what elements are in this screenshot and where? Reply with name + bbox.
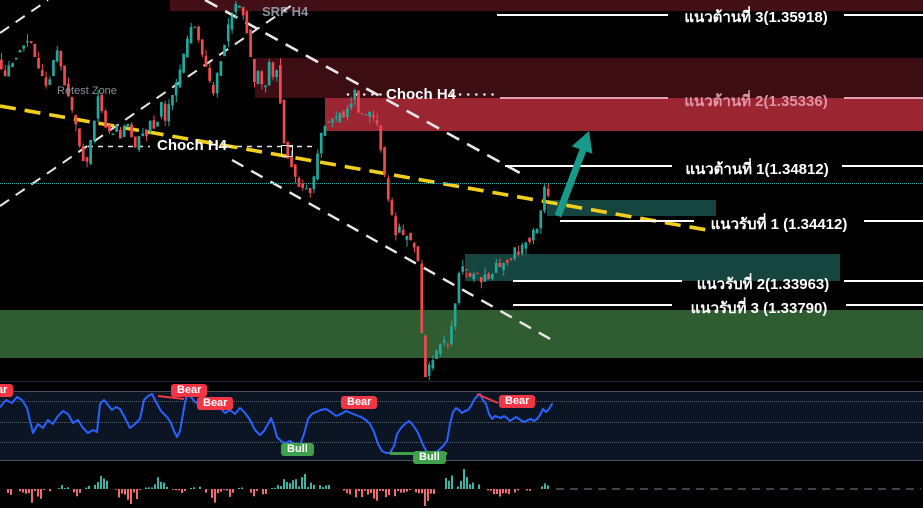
symbol-label: SRF H4 [262, 4, 309, 19]
signal-badge-bear: Bear [0, 384, 14, 397]
candlestick-series [0, 1, 550, 380]
level-label-s1[interactable]: แนวรับที่ 1 (1.34412) [710, 215, 848, 233]
level-line-s2-left[interactable] [513, 280, 682, 282]
divergence-line-1 [476, 393, 499, 404]
oscillator-gridline-2 [0, 442, 923, 443]
oscillator-panel-background [0, 391, 923, 460]
level-line-r1-right[interactable] [842, 165, 923, 167]
divergence-line-0 [157, 395, 185, 400]
signal-badge-bear: Bear [197, 397, 234, 410]
level-line-s3-right[interactable] [846, 304, 923, 306]
arrow-shaft[interactable] [554, 148, 587, 218]
oscillator-line [0, 393, 553, 456]
signal-badge-bear: Bear [171, 384, 208, 397]
oscillator-lower-band [0, 460, 923, 461]
level-label-s2[interactable]: แนวรับที่ 2(1.33963) [696, 275, 830, 293]
trendline-yellow-trendline[interactable] [0, 104, 708, 232]
level-line-s3-left[interactable] [513, 304, 672, 306]
retest-zone-label: Retest Zone [57, 85, 117, 97]
level-line-s1-left[interactable] [560, 220, 694, 222]
zone-resistance-2-lower [325, 98, 923, 131]
trendline-descending-channel-upper[interactable] [204, 0, 521, 175]
level-line-r2-right[interactable] [844, 97, 923, 99]
oscillator-upper-band [0, 391, 923, 392]
choch-label-left: Choch H4 [157, 137, 228, 154]
trendline-ascending-channel-main[interactable] [0, 2, 296, 207]
zone-support-zone-3 [0, 310, 923, 358]
signal-badge-bull: Bull [413, 451, 446, 464]
trendline-descending-channel-lower[interactable] [231, 158, 553, 342]
order-block-marker-box [281, 145, 293, 157]
level-line-r3-left[interactable] [497, 13, 668, 16]
level-label-r3[interactable]: แนวต้านที่ 3(1.35918) [684, 9, 828, 26]
dotted-teal-level-line [0, 183, 923, 184]
arrow-head[interactable] [571, 131, 593, 154]
signal-badge-bear: Bear [341, 396, 378, 409]
zone-resistance-2-upper [255, 58, 923, 98]
level-line-r3-right[interactable] [844, 13, 923, 16]
zone-support-zone-1 [547, 200, 716, 216]
signal-badge-bull: Bull [281, 443, 314, 456]
signal-badge-bear: Bear [499, 395, 536, 408]
choch-label-right: Choch H4 [386, 86, 457, 103]
level-label-r1[interactable]: แนวต้านที่ 1(1.34812) [685, 160, 829, 178]
zone-resistance-band-top [170, 0, 923, 11]
panel-separator [0, 381, 923, 382]
oscillator-gridline-0 [0, 401, 923, 402]
level-line-r1-left[interactable] [505, 165, 672, 167]
momentum-histogram [7, 469, 549, 506]
level-line-s2-right[interactable] [844, 280, 923, 282]
level-line-s1-right[interactable] [864, 220, 923, 222]
trendline-ascending-channel-upper[interactable] [0, 0, 49, 34]
level-line-r2-left[interactable] [500, 97, 668, 99]
level-label-s3[interactable]: แนวรับที่ 3 (1.33790) [690, 299, 828, 317]
zone-support-zone-2 [465, 254, 840, 281]
oscillator-gridline-1 [0, 422, 923, 423]
level-label-r2[interactable]: แนวต้านที่ 2(1.35336) [684, 92, 828, 110]
